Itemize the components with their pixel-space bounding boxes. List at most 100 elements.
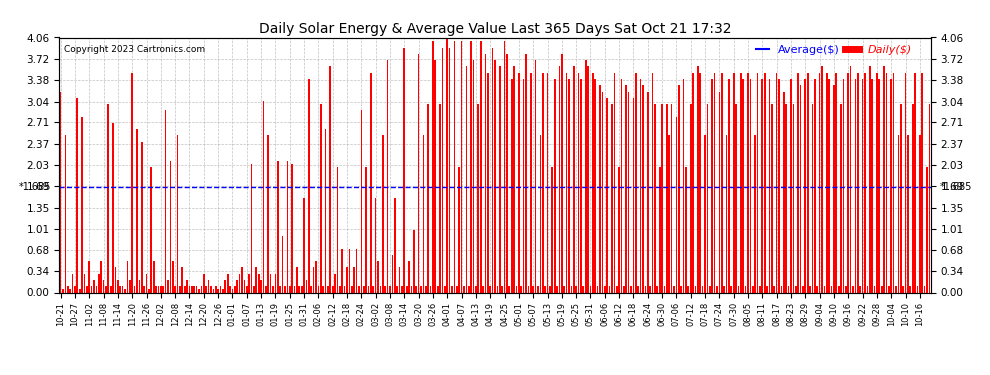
Bar [544,286,545,292]
Bar [448,48,450,292]
Bar [905,73,907,292]
Bar [831,286,833,292]
Bar [470,41,472,292]
Bar [124,290,126,292]
Bar [558,66,560,292]
Bar [477,104,479,292]
Bar [91,286,92,292]
Bar [196,286,197,292]
Bar [389,286,391,292]
Bar [137,129,138,292]
Bar [189,286,190,292]
Bar [225,280,226,292]
Bar [929,104,931,292]
Bar [318,286,319,292]
Bar [704,135,706,292]
Bar [886,73,887,292]
Bar [387,60,388,292]
Bar [568,79,570,292]
Bar [150,167,152,292]
Bar [129,280,131,292]
Bar [420,286,422,292]
Bar [614,73,615,292]
Bar [411,286,412,292]
Bar [191,286,193,292]
Bar [699,73,701,292]
Bar [103,280,104,292]
Bar [193,286,195,292]
Bar [824,286,826,292]
Bar [838,286,840,292]
Bar [611,104,613,292]
Bar [597,286,599,292]
Bar [363,286,364,292]
Bar [817,286,818,292]
Bar [472,60,474,292]
Bar [315,261,317,292]
Bar [864,73,866,292]
Bar [127,261,129,292]
Bar [513,66,515,292]
Bar [442,48,444,292]
Bar [69,290,71,292]
Bar [475,286,477,292]
Bar [445,286,446,292]
Bar [646,92,648,292]
Bar [220,286,222,292]
Bar [294,286,295,292]
Bar [71,274,73,292]
Bar [489,286,491,292]
Bar [468,286,469,292]
Bar [93,280,95,292]
Bar [869,66,870,292]
Bar [59,92,61,292]
Bar [141,142,143,292]
Legend: Average($), Daily($): Average($), Daily($) [751,40,917,59]
Bar [208,280,210,292]
Bar [501,286,503,292]
Bar [621,79,623,292]
Bar [841,104,842,292]
Bar [780,286,782,292]
Bar [79,290,80,292]
Title: Daily Solar Energy & Average Value Last 365 Days Sat Oct 21 17:32: Daily Solar Energy & Average Value Last … [258,22,732,36]
Bar [198,290,200,292]
Bar [435,60,437,292]
Bar [876,73,878,292]
Bar [222,290,224,292]
Bar [270,274,271,292]
Bar [401,286,403,292]
Bar [463,286,465,292]
Bar [773,286,775,292]
Bar [623,286,625,292]
Bar [413,230,415,292]
Bar [76,98,78,292]
Bar [888,286,890,292]
Bar [367,286,369,292]
Bar [375,198,376,292]
Bar [671,104,672,292]
Bar [267,135,269,292]
Bar [301,286,303,292]
Bar [313,267,315,292]
Bar [754,135,756,292]
Bar [272,286,274,292]
Bar [164,110,166,292]
Text: Copyright 2023 Cartronics.com: Copyright 2023 Cartronics.com [63,45,205,54]
Bar [169,160,171,292]
Bar [587,66,589,292]
Bar [162,286,164,292]
Bar [74,286,76,292]
Bar [134,286,136,292]
Bar [98,274,100,292]
Bar [184,286,185,292]
Bar [360,110,362,292]
Bar [695,286,696,292]
Bar [749,79,751,292]
Bar [530,73,532,292]
Bar [453,41,455,292]
Bar [546,73,548,292]
Bar [157,286,159,292]
Bar [826,73,828,292]
Bar [927,167,928,292]
